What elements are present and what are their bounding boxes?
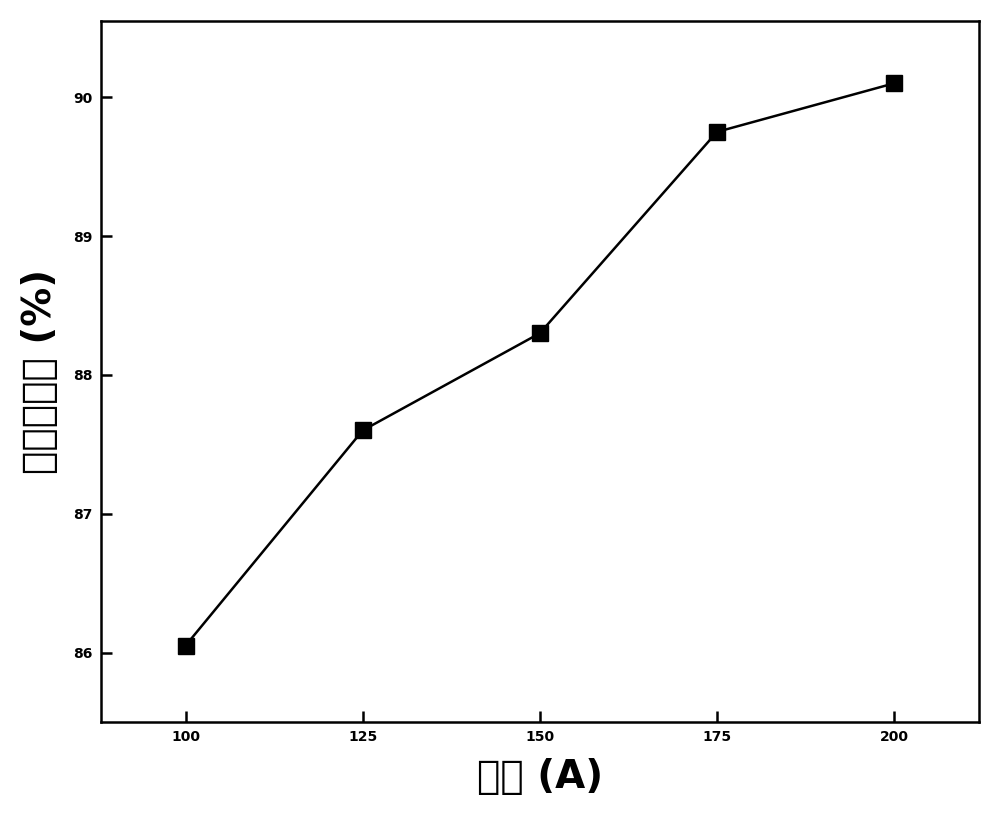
X-axis label: 电流 (A): 电流 (A) (477, 758, 603, 797)
Y-axis label: 杂质去除率 (%): 杂质去除率 (%) (21, 269, 59, 474)
